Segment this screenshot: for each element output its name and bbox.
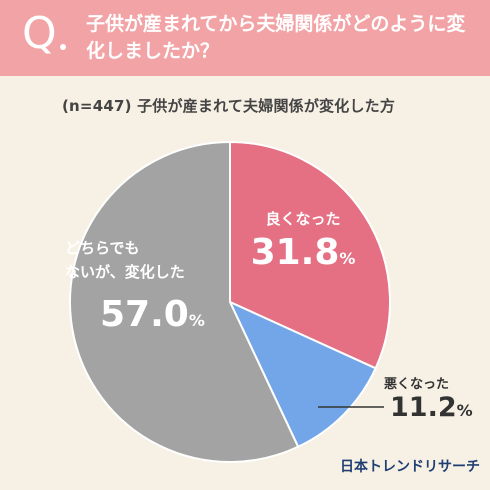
slice-neither [69,140,300,463]
value-bad-pct: % [456,401,473,420]
value-bad-number: 11.2 [390,392,457,423]
brand-logo: 日本トレンドリサーチ [340,459,480,475]
slice-label-bad: 悪くなった [384,377,450,392]
value-good-number: 31.8 [250,232,340,273]
slice-value-neither: 57.0% [100,294,220,335]
value-good-pct: % [339,249,356,268]
slice-good [229,140,391,370]
slice-bad [227,299,377,449]
q-dot [60,44,66,50]
q-mark: Q [22,8,57,59]
slice-value-good: 31.8% [248,232,358,273]
question-banner: Q 子供が産まれてから夫婦関係がどのように変化しましたか？ [0,0,490,76]
chart-title: (n=447) 子供が産まれて夫婦関係が変化した方 [62,97,396,115]
slice-label-neither: どちらでもないが、変化した [65,236,215,284]
neither-line2: ないが、変化した [65,263,185,281]
slice-label-good: 良くなった [265,210,341,228]
neither-line1: どちらでも [65,239,140,257]
value-neither-number: 57.0 [100,294,189,335]
question-text: 子供が産まれてから夫婦関係がどのように変化しましたか？ [86,13,466,62]
value-neither-pct: % [188,311,205,330]
slice-value-bad: 11.2% [390,392,480,423]
